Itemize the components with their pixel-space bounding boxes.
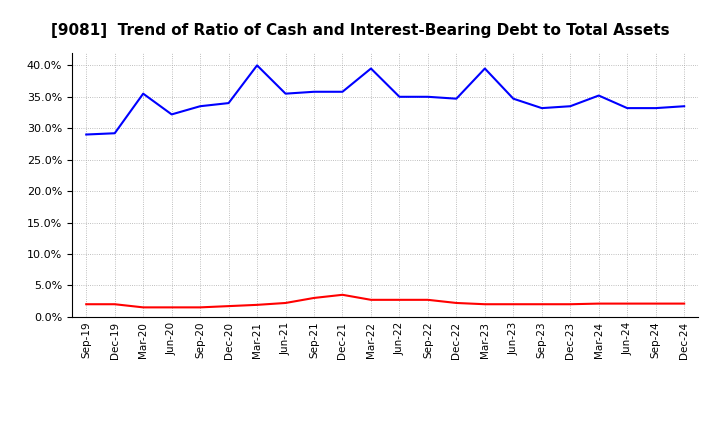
Interest-Bearing Debt <box>338 89 347 95</box>
Interest-Bearing Debt <box>509 96 518 101</box>
Cash <box>452 301 461 306</box>
Interest-Bearing Debt <box>680 103 688 109</box>
Interest-Bearing Debt <box>282 91 290 96</box>
Interest-Bearing Debt <box>395 94 404 99</box>
Line: Cash: Cash <box>86 295 684 308</box>
Cash <box>167 305 176 310</box>
Interest-Bearing Debt <box>452 96 461 101</box>
Cash <box>480 301 489 307</box>
Cash <box>196 305 204 310</box>
Interest-Bearing Debt <box>423 94 432 99</box>
Cash <box>680 301 688 306</box>
Cash <box>82 301 91 307</box>
Cash <box>566 301 575 307</box>
Cash <box>225 304 233 309</box>
Interest-Bearing Debt <box>366 66 375 71</box>
Interest-Bearing Debt <box>139 91 148 96</box>
Line: Interest-Bearing Debt: Interest-Bearing Debt <box>86 66 684 135</box>
Cash <box>310 295 318 301</box>
Cash <box>652 301 660 306</box>
Interest-Bearing Debt <box>82 132 91 137</box>
Cash <box>282 301 290 306</box>
Interest-Bearing Debt <box>110 131 119 136</box>
Cash <box>338 292 347 297</box>
Interest-Bearing Debt <box>537 106 546 111</box>
Interest-Bearing Debt <box>167 112 176 117</box>
Interest-Bearing Debt <box>196 103 204 109</box>
Cash <box>537 301 546 307</box>
Text: [9081]  Trend of Ratio of Cash and Interest-Bearing Debt to Total Assets: [9081] Trend of Ratio of Cash and Intere… <box>50 23 670 38</box>
Cash <box>253 302 261 308</box>
Interest-Bearing Debt <box>623 106 631 111</box>
Cash <box>623 301 631 306</box>
Interest-Bearing Debt <box>480 66 489 71</box>
Cash <box>139 305 148 310</box>
Interest-Bearing Debt <box>310 89 318 95</box>
Interest-Bearing Debt <box>566 103 575 109</box>
Cash <box>110 301 119 307</box>
Interest-Bearing Debt <box>253 63 261 68</box>
Interest-Bearing Debt <box>652 106 660 111</box>
Cash <box>423 297 432 302</box>
Cash <box>509 301 518 307</box>
Cash <box>395 297 404 302</box>
Cash <box>366 297 375 302</box>
Interest-Bearing Debt <box>225 100 233 106</box>
Interest-Bearing Debt <box>595 93 603 98</box>
Cash <box>595 301 603 306</box>
